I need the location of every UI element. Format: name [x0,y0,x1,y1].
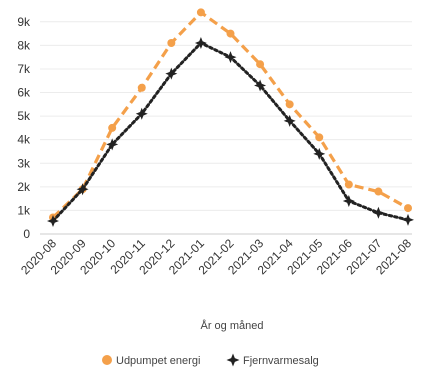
data-point [137,83,146,92]
y-tick-label: 0 [23,227,30,241]
data-point [194,37,207,50]
data-point [47,215,59,228]
y-tick-label: 3k [17,156,31,170]
data-point [313,147,326,160]
y-tick-label: 4k [17,133,31,147]
y-axis-ticks: 0 1k 2k 3k 4k 5k 6k 7k 8k 9k [17,15,31,241]
legend-label: Fjernvarmesalg [243,355,319,367]
data-point [256,60,265,69]
series-group [47,8,414,228]
legend-marker-star [226,353,240,367]
data-point [106,138,119,151]
data-point [224,51,237,64]
y-tick-label: 7k [17,62,31,76]
legend: Udpumpet energi Fjernvarmesalg [102,353,319,367]
y-tick-label: 6k [17,86,31,100]
gridlines [40,21,412,235]
data-point [226,29,235,38]
data-point [372,206,385,219]
y-tick-label: 9k [17,15,31,29]
data-point [342,194,355,207]
legend-marker-circle [102,355,112,365]
data-point [344,180,353,189]
series-line-2 [51,41,410,223]
data-point [315,133,324,142]
x-axis-ticks: 2020-082020-092020-102020-112020-122021-… [18,236,414,277]
y-tick-label: 2k [17,180,31,194]
data-point [283,114,296,127]
data-point [402,213,414,226]
data-point [196,8,205,17]
data-point [165,67,178,80]
legend-label: Udpumpet energi [116,355,200,367]
y-tick-label: 5k [17,109,31,123]
y-tick-label: 8k [17,38,31,52]
data-point [285,100,294,109]
data-point [108,123,117,132]
data-point [404,204,412,213]
data-point [76,183,89,196]
x-axis-title: År og måned [201,319,264,332]
data-point [167,39,176,48]
data-point [135,107,148,120]
data-point [254,79,267,92]
data-point [374,187,383,196]
y-tick-label: 1k [17,203,31,217]
